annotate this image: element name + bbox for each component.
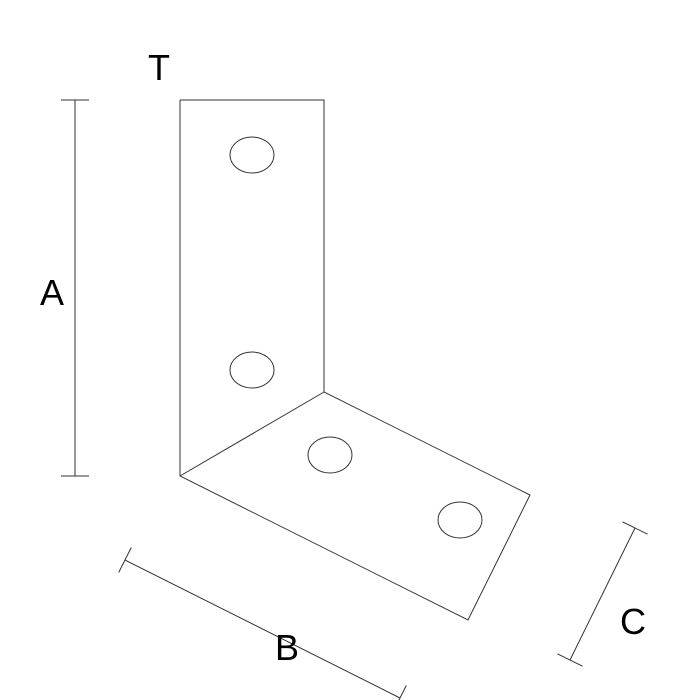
label-c: C	[620, 601, 646, 642]
fold-edge	[180, 392, 324, 476]
label-t: T	[148, 47, 170, 88]
bracket-outline	[180, 100, 530, 620]
label-b: B	[275, 627, 299, 668]
dimension-c	[557, 522, 647, 666]
dimension-a	[61, 100, 89, 476]
label-a: A	[40, 272, 64, 313]
angle-bracket-diagram: A B C T	[0, 0, 700, 700]
bracket-holes	[230, 137, 482, 538]
dimension-b	[119, 547, 407, 700]
